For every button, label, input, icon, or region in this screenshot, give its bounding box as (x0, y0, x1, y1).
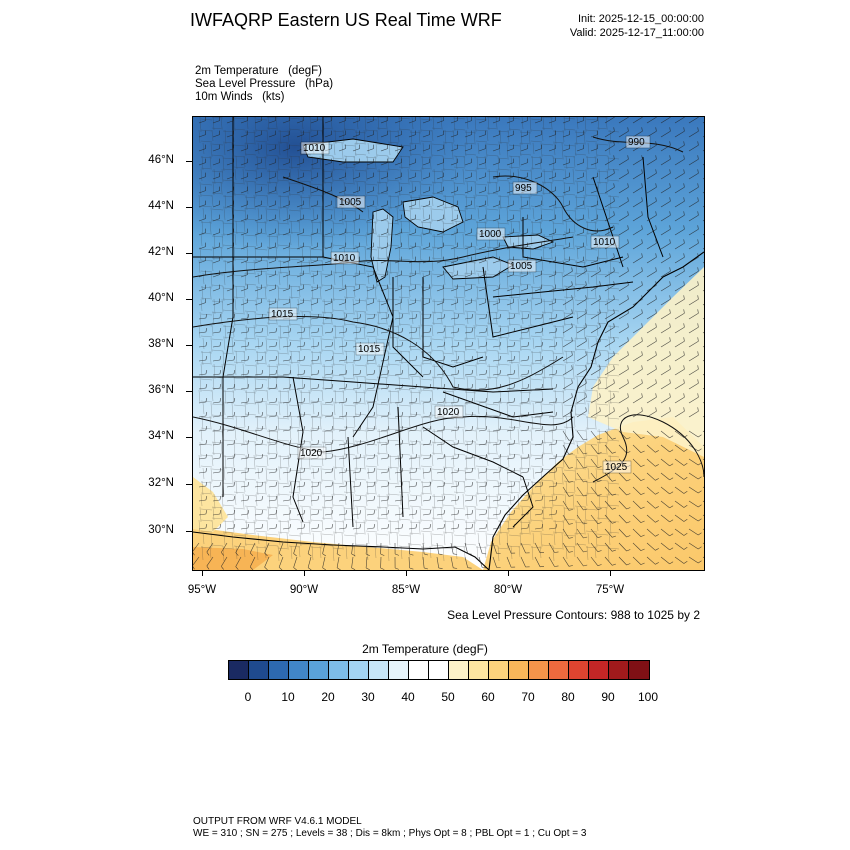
colorbar-swatch (349, 661, 369, 679)
lon-label-75w: 75°W (595, 584, 625, 596)
lat-label-44n: 44°N (148, 200, 174, 212)
lon-label-90w: 90°W (289, 584, 319, 596)
colorbar-tick-label: 100 (637, 690, 659, 704)
colorbar-swatch (309, 661, 329, 679)
map-panel: 1010 995 990 1005 1000 1010 (192, 116, 705, 571)
colorbar (228, 660, 650, 680)
contour-labels: 1010 995 990 1005 1000 1010 (268, 135, 651, 474)
model-info-line-1: OUTPUT FROM WRF V4.6.1 MODEL (193, 816, 362, 827)
lat-label-40n: 40°N (148, 292, 174, 304)
colorbar-swatch (609, 661, 629, 679)
colorbar-tick-label: 0 (244, 690, 252, 704)
init-time: Init: 2025-12-15_00:00:00 (578, 13, 704, 25)
lat-label-32n: 32°N (148, 477, 174, 489)
contour-label-9: 1015 (271, 309, 294, 320)
field-label-winds: 10m Winds (kts) (195, 91, 285, 103)
lon-label-95w: 95°W (187, 584, 217, 596)
colorbar-swatch (569, 661, 589, 679)
warm-atlantic-pale (588, 267, 704, 457)
colorbar-swatch (269, 661, 289, 679)
great-lakes (302, 138, 555, 283)
colorbar-swatch (409, 661, 429, 679)
colorbar-tick-label: 30 (361, 690, 375, 704)
colorbar-swatch (249, 661, 269, 679)
contour-label-2: 995 (515, 183, 532, 194)
contour-label-8: 1005 (510, 261, 533, 272)
contour-label-3: 990 (628, 137, 645, 148)
contour-label-12: 1020 (300, 448, 323, 459)
contour-label-5: 1000 (479, 229, 502, 240)
contour-label-7: 1010 (333, 253, 356, 264)
wind-barbs (193, 117, 704, 570)
model-info-line-2: WE = 310 ; SN = 275 ; Levels = 38 ; Dis … (193, 828, 587, 839)
lon-label-80w: 80°W (493, 584, 523, 596)
lat-label-36n: 36°N (148, 384, 174, 396)
colorbar-tick-label: 60 (481, 690, 495, 704)
colorbar-swatch (549, 661, 569, 679)
contour-label-13: 1025 (605, 462, 628, 473)
colorbar-swatch (329, 661, 349, 679)
field-label-pressure: Sea Level Pressure (hPa) (195, 78, 334, 90)
field-label-temperature: 2m Temperature (degF) (195, 65, 322, 77)
colorbar-swatch (489, 661, 509, 679)
colorbar-tick-label: 20 (321, 690, 335, 704)
colorbar-swatch (529, 661, 549, 679)
valid-time: Valid: 2025-12-17_11:00:00 (569, 27, 704, 39)
contour-note: Sea Level Pressure Contours: 988 to 1025… (447, 608, 700, 622)
colorbar-swatch (509, 661, 529, 679)
colorbar-swatch (289, 661, 309, 679)
contour-label-1: 1010 (303, 143, 326, 154)
colorbar-swatch (229, 661, 249, 679)
colorbar-swatch (469, 661, 489, 679)
contour-label-4: 1005 (339, 197, 362, 208)
colorbar-swatch (629, 661, 649, 679)
colorbar-swatch (449, 661, 469, 679)
lat-label-34n: 34°N (148, 430, 174, 442)
contour-label-10: 1015 (358, 344, 381, 355)
lat-label-46n: 46°N (148, 154, 174, 166)
contour-label-11: 1020 (437, 407, 460, 418)
wind-barb-field (193, 117, 704, 570)
texas-warm-area (193, 477, 228, 532)
lat-label-42n: 42°N (148, 246, 174, 258)
gulf-warm-core (193, 547, 273, 570)
colorbar-tick-label: 70 (521, 690, 535, 704)
colorbar-tick-label: 50 (441, 690, 455, 704)
lat-label-30n: 30°N (148, 524, 174, 536)
colorbar-title: 2m Temperature (degF) (362, 642, 488, 656)
lat-label-38n: 38°N (148, 338, 174, 350)
colorbar-swatch (589, 661, 609, 679)
contour-label-6: 1010 (593, 237, 616, 248)
plot-title: IWFAQRP Eastern US Real Time WRF (190, 10, 502, 30)
colorbar-tick-label: 40 (401, 690, 415, 704)
colorbar-tick-label: 90 (601, 690, 615, 704)
lon-label-85w: 85°W (391, 584, 421, 596)
colorbar-tick-label: 10 (281, 690, 295, 704)
colorbar-swatch (369, 661, 389, 679)
colorbar-tick-label: 80 (561, 690, 575, 704)
colorbar-swatch (429, 661, 449, 679)
colorbar-swatch (389, 661, 409, 679)
